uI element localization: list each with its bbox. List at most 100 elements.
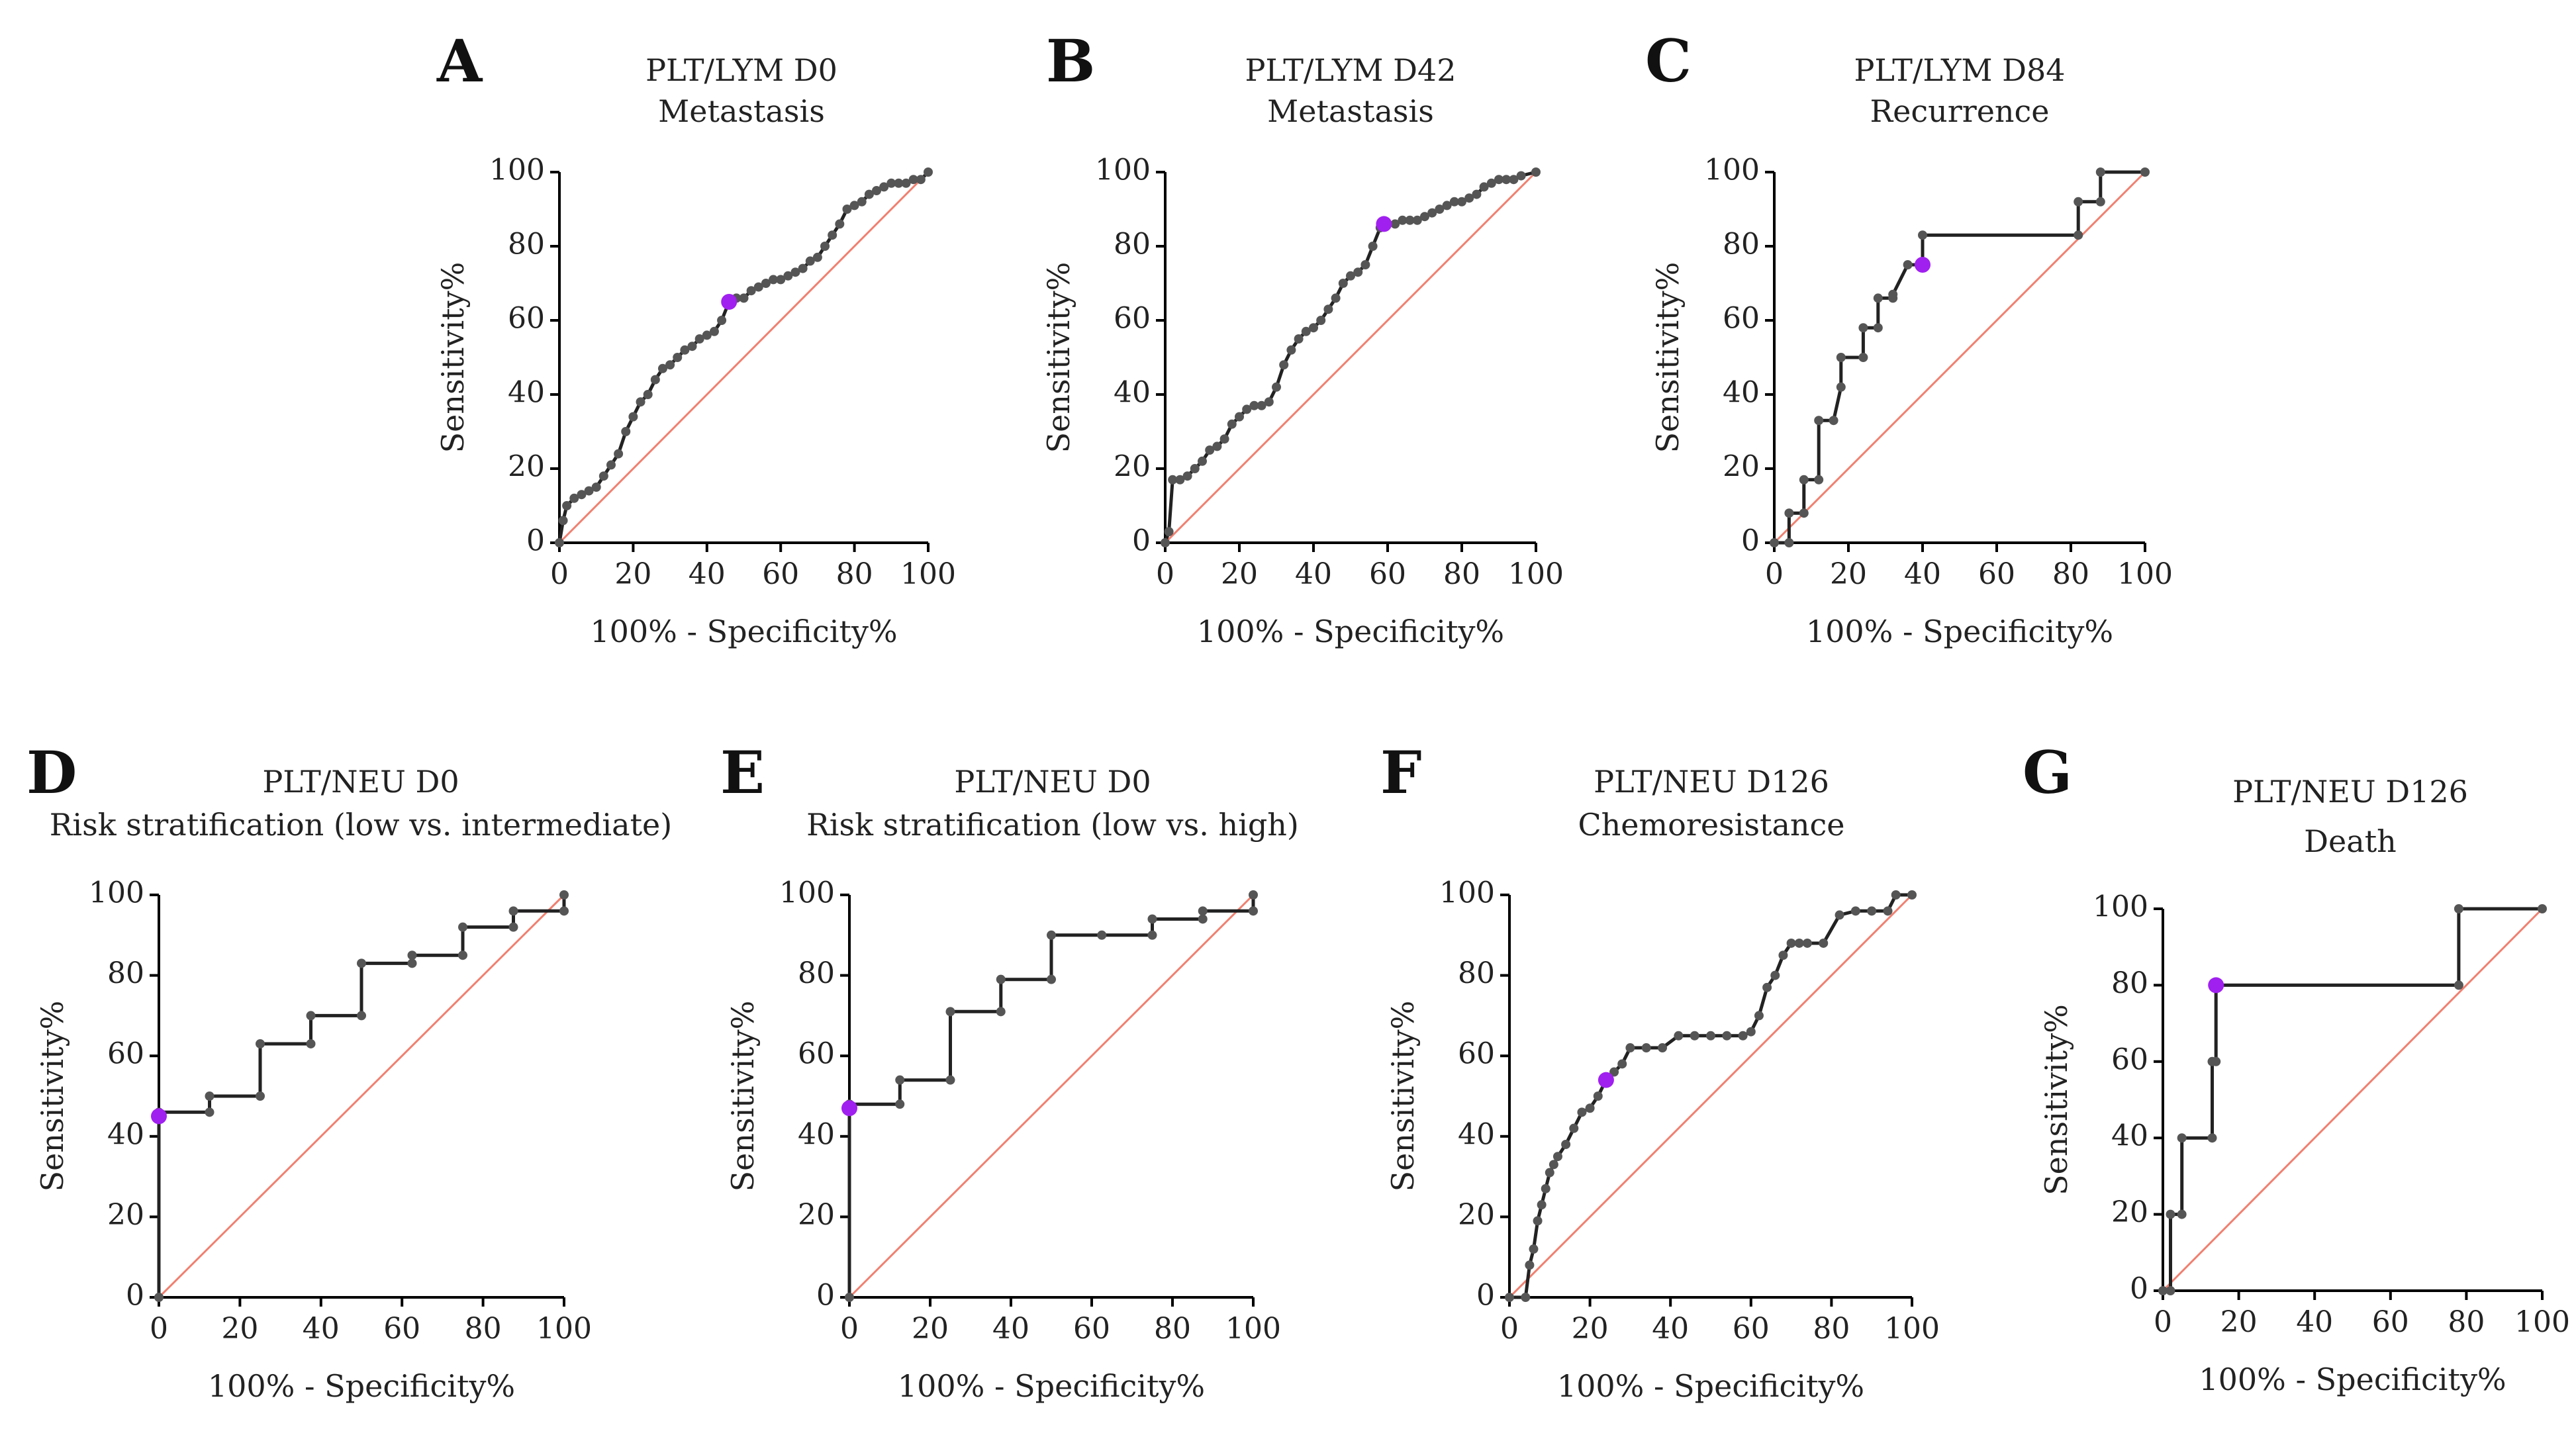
roc-point — [864, 189, 874, 199]
roc-point — [559, 890, 569, 900]
roc-point — [1850, 906, 1860, 916]
roc-point — [1545, 1168, 1554, 1178]
roc-point — [908, 175, 918, 185]
roc-point — [1457, 197, 1466, 207]
roc-point — [2166, 1286, 2175, 1295]
chart-subtitle: Risk stratification (low vs. high) — [806, 807, 1299, 843]
roc-point — [1537, 1200, 1547, 1210]
roc-point — [857, 197, 867, 207]
roc-point — [739, 293, 749, 303]
roc-point — [1353, 267, 1363, 277]
y-tick-label: 100 — [1095, 154, 1151, 187]
chart-subtitle: Recurrence — [1870, 93, 2049, 129]
roc-point — [558, 516, 568, 526]
panel-letter: G — [2023, 738, 2072, 807]
roc-point — [1360, 260, 1370, 269]
roc-point — [1323, 304, 1333, 314]
roc-point — [895, 1099, 905, 1109]
x-tick-label: 80 — [1813, 1312, 1850, 1346]
roc-point — [584, 486, 594, 496]
roc-point — [1147, 914, 1157, 924]
roc-point — [1249, 400, 1259, 410]
y-axis-label: Sensitivity% — [435, 262, 471, 453]
x-tick-label: 100 — [900, 557, 956, 591]
roc-curve — [2163, 907, 2542, 1293]
y-tick-label: 60 — [1458, 1037, 1495, 1071]
roc-point — [1509, 175, 1519, 185]
roc-point — [1331, 293, 1341, 303]
roc-point — [1641, 1043, 1651, 1053]
roc-point — [1836, 353, 1846, 362]
x-tick-label: 40 — [689, 557, 726, 591]
roc-point — [805, 256, 815, 266]
roc-point — [753, 282, 763, 292]
y-tick-label: 0 — [1741, 524, 1760, 558]
roc-point — [790, 267, 800, 277]
y-tick-label: 80 — [798, 956, 835, 990]
roc-point — [1658, 1043, 1668, 1053]
roc-point — [2158, 1286, 2168, 1295]
roc-point — [1486, 178, 1496, 188]
roc-point — [842, 205, 852, 214]
x-tick-label: 20 — [221, 1312, 258, 1346]
roc-point — [1505, 1293, 1514, 1302]
roc-point — [205, 1107, 215, 1117]
chart-subtitle: Risk stratification (low vs. intermediat… — [50, 807, 672, 843]
roc-point — [628, 412, 638, 422]
roc-point — [1502, 175, 1511, 185]
roc-point — [702, 330, 712, 340]
roc-point — [761, 279, 771, 288]
roc-point — [687, 342, 697, 351]
y-tick-label: 40 — [1458, 1117, 1495, 1151]
roc-point — [1412, 215, 1422, 225]
cutoff-point — [721, 294, 738, 310]
y-tick-label: 80 — [1114, 228, 1151, 261]
roc-point — [1147, 930, 1157, 940]
roc-point — [1316, 316, 1326, 325]
x-tick-label: 100 — [536, 1312, 592, 1346]
x-tick-label: 80 — [1443, 557, 1480, 591]
cutoff-point — [1915, 257, 1931, 273]
roc-point — [1609, 1067, 1619, 1077]
roc-point — [1272, 382, 1281, 392]
y-tick-label: 0 — [1476, 1279, 1495, 1313]
roc-point — [1368, 242, 1378, 251]
roc-point — [1836, 382, 1846, 392]
roc-point — [555, 538, 564, 547]
roc-point — [1593, 1091, 1603, 1101]
roc-point — [1097, 930, 1107, 940]
x-axis-label: 100% - Specificity% — [1806, 614, 2113, 649]
roc-panel-b: B PLT/LYM D42 Metastasis 0 20 40 60 80 100 0 20 40 6… — [1041, 26, 1564, 649]
y-tick-label: 0 — [816, 1279, 835, 1313]
roc-point — [508, 922, 518, 932]
x-tick-label: 60 — [762, 557, 799, 591]
x-axis-label: 100% - Specificity% — [208, 1368, 515, 1404]
roc-point — [1212, 441, 1222, 451]
roc-point — [1405, 215, 1415, 225]
roc-point — [1549, 1160, 1558, 1170]
cutoff-point — [1598, 1072, 1614, 1088]
roc-point — [879, 182, 889, 192]
roc-point — [680, 345, 690, 355]
roc-point — [1249, 906, 1258, 916]
y-tick-label: 40 — [1114, 376, 1151, 410]
x-tick-label: 80 — [2052, 557, 2089, 591]
chart-title: PLT/NEU D0 — [262, 764, 459, 800]
y-tick-label: 40 — [2111, 1119, 2148, 1153]
y-tick-label: 60 — [2111, 1043, 2148, 1076]
roc-point — [1770, 970, 1780, 980]
y-axis-label: Sensitivity% — [2038, 1004, 2074, 1195]
roc-point — [657, 363, 667, 373]
y-tick-label: 100 — [779, 876, 835, 910]
y-tick-label: 60 — [107, 1037, 144, 1071]
x-axis-label: 100% - Specificity% — [1197, 614, 1504, 649]
roc-point — [1164, 527, 1174, 537]
roc-point — [1533, 1216, 1543, 1226]
roc-point — [357, 958, 366, 968]
roc-point — [1835, 910, 1844, 920]
x-tick-label: 60 — [1733, 1312, 1770, 1346]
roc-point — [1569, 1123, 1579, 1133]
chart-subtitle: Metastasis — [1267, 93, 1434, 129]
roc-point — [1190, 464, 1200, 473]
